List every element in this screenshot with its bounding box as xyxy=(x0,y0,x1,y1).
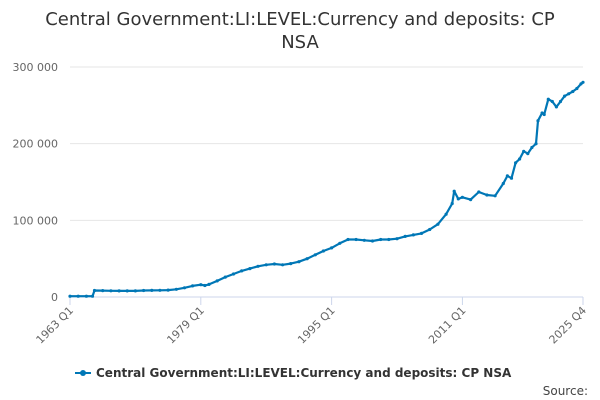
data-point[interactable] xyxy=(501,181,505,186)
data-point[interactable] xyxy=(305,257,309,261)
x-tick-label: 2025 Q4 xyxy=(547,304,590,347)
x-tick-label: 2011 Q1 xyxy=(426,304,469,347)
data-point[interactable] xyxy=(174,287,178,291)
data-point[interactable] xyxy=(550,99,554,104)
data-point[interactable] xyxy=(90,294,95,298)
data-point[interactable] xyxy=(215,279,219,283)
data-point[interactable] xyxy=(313,253,317,257)
y-tick-label: 100 000 xyxy=(13,214,59,227)
y-tick-label: 200 000 xyxy=(13,138,59,151)
data-point[interactable] xyxy=(101,289,105,293)
data-point[interactable] xyxy=(370,239,375,243)
data-point[interactable] xyxy=(460,195,464,199)
plot-area xyxy=(68,80,585,298)
data-point[interactable] xyxy=(387,237,391,242)
data-point[interactable] xyxy=(321,249,325,253)
data-point[interactable] xyxy=(109,289,113,293)
data-point[interactable] xyxy=(456,197,460,201)
data-point[interactable] xyxy=(240,269,244,273)
data-point[interactable] xyxy=(450,201,454,206)
data-point[interactable] xyxy=(264,263,268,267)
data-point[interactable] xyxy=(125,289,129,293)
data-point[interactable] xyxy=(436,222,440,226)
x-axis: 1963 Q1 1979 Q1 1995 Q1 2011 Q1 2025 Q4 xyxy=(34,296,590,347)
data-point[interactable] xyxy=(571,89,575,94)
x-tick-label: 1963 Q1 xyxy=(34,304,77,347)
data-point[interactable] xyxy=(477,190,481,194)
y-tick-label: 300 000 xyxy=(13,61,59,74)
data-point[interactable] xyxy=(485,193,489,197)
data-point[interactable] xyxy=(428,227,432,232)
x-tick-label: 1979 Q1 xyxy=(164,304,207,347)
y-axis: 0 100 000 200 000 300 000 xyxy=(13,61,59,304)
data-point[interactable] xyxy=(395,237,399,241)
data-point[interactable] xyxy=(530,145,534,150)
data-point[interactable] xyxy=(536,119,540,123)
data-point[interactable] xyxy=(223,275,227,279)
data-point[interactable] xyxy=(554,105,559,109)
data-point[interactable] xyxy=(272,262,276,266)
chart-title-line2: NSA xyxy=(281,32,319,53)
data-point[interactable] xyxy=(452,189,456,193)
data-point[interactable] xyxy=(567,92,571,96)
x-tick-label: 1995 Q1 xyxy=(295,304,338,347)
data-point[interactable] xyxy=(563,94,567,98)
data-point[interactable] xyxy=(575,86,579,91)
y-tick-label: 0 xyxy=(51,291,58,304)
data-point[interactable] xyxy=(444,212,448,216)
legend[interactable]: Central Government:LI:LEVEL:Currency and… xyxy=(75,366,512,380)
data-point[interactable] xyxy=(133,289,137,293)
data-point[interactable] xyxy=(518,157,522,161)
data-point[interactable] xyxy=(546,97,550,101)
data-point[interactable] xyxy=(84,294,88,298)
data-point[interactable] xyxy=(379,237,383,242)
data-point[interactable] xyxy=(92,288,97,293)
data-point[interactable] xyxy=(419,231,424,235)
data-point[interactable] xyxy=(297,260,301,264)
data-point[interactable] xyxy=(289,262,293,266)
data-point[interactable] xyxy=(68,294,72,298)
data-point[interactable] xyxy=(182,286,187,290)
data-point[interactable] xyxy=(203,283,207,288)
data-point[interactable] xyxy=(158,288,162,292)
data-point[interactable] xyxy=(76,294,80,298)
data-point[interactable] xyxy=(150,288,154,292)
data-point[interactable] xyxy=(542,112,546,117)
data-point[interactable] xyxy=(403,234,407,238)
credits-source[interactable]: Source: xyxy=(543,384,588,398)
data-point[interactable] xyxy=(207,282,211,286)
data-point[interactable] xyxy=(493,194,497,198)
data-point[interactable] xyxy=(346,237,350,242)
data-point[interactable] xyxy=(281,263,285,267)
data-point[interactable] xyxy=(558,99,563,104)
data-point[interactable] xyxy=(166,288,170,292)
data-point[interactable] xyxy=(330,246,334,250)
data-point[interactable] xyxy=(514,161,518,165)
data-point[interactable] xyxy=(522,149,526,153)
data-point[interactable] xyxy=(354,237,358,242)
legend-label[interactable]: Central Government:LI:LEVEL:Currency and… xyxy=(96,366,512,380)
data-point[interactable] xyxy=(248,267,252,271)
series-line[interactable] xyxy=(68,81,585,298)
gridlines xyxy=(70,66,583,221)
chart-title-line1: Central Government:LI:LEVEL:Currency and… xyxy=(45,9,555,30)
data-point[interactable] xyxy=(199,283,203,287)
data-point[interactable] xyxy=(231,272,236,276)
data-point[interactable] xyxy=(191,284,195,288)
data-point[interactable] xyxy=(142,288,146,293)
data-point[interactable] xyxy=(256,264,260,268)
data-point[interactable] xyxy=(469,198,473,202)
data-point[interactable] xyxy=(581,80,585,84)
legend-marker xyxy=(80,370,86,376)
data-point[interactable] xyxy=(509,176,514,180)
data-point[interactable] xyxy=(117,289,121,293)
data-point[interactable] xyxy=(534,142,538,146)
data-point[interactable] xyxy=(526,152,530,156)
data-point[interactable] xyxy=(505,174,509,178)
data-point[interactable] xyxy=(411,233,415,237)
data-point[interactable] xyxy=(338,241,342,245)
data-point[interactable] xyxy=(362,238,366,242)
